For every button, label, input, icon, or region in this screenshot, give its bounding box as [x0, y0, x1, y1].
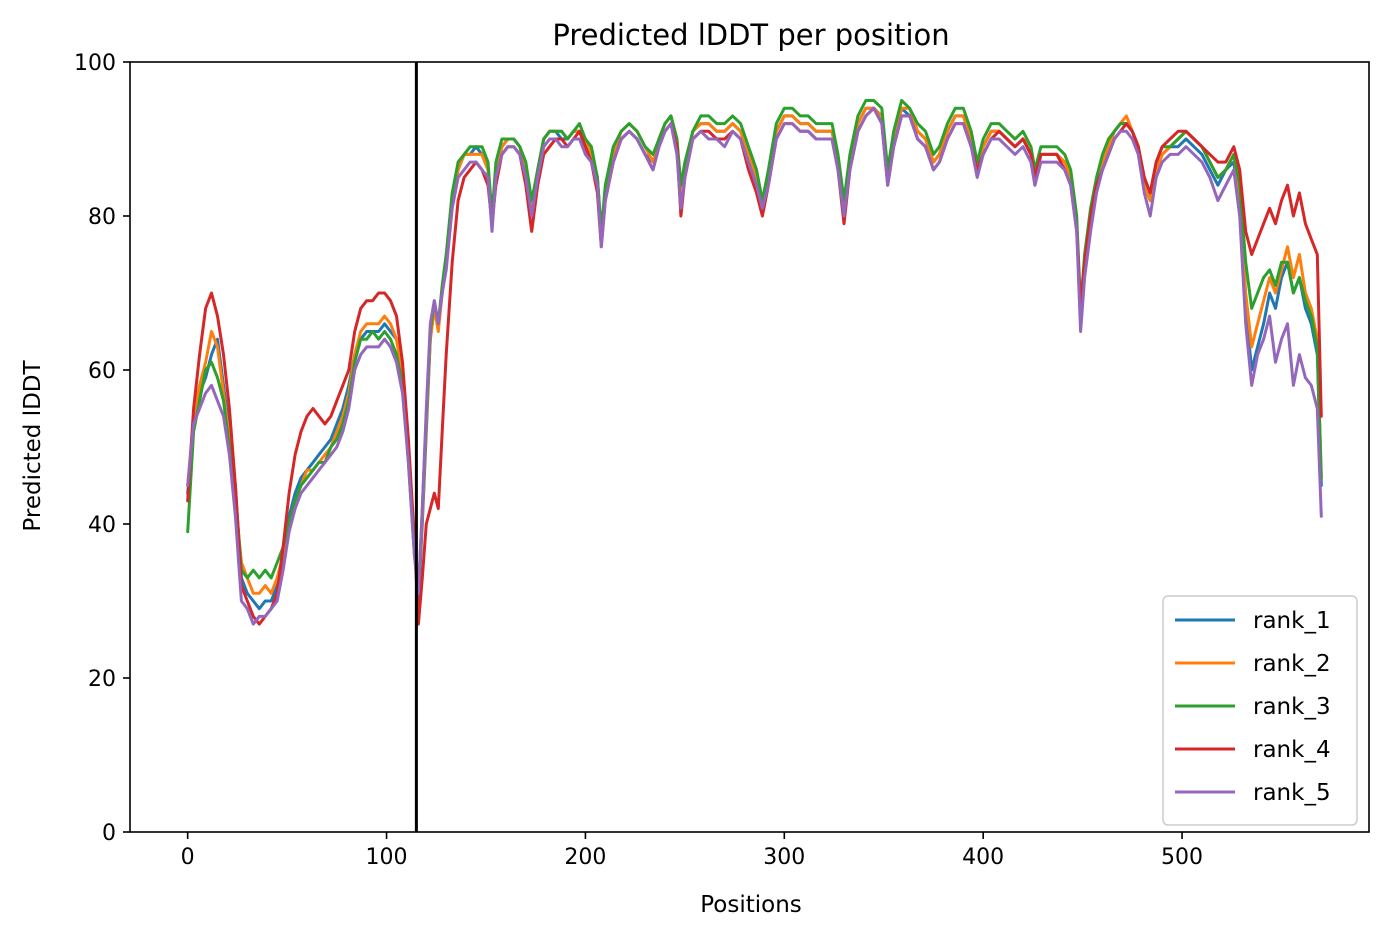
x-tick-label: 300 [763, 845, 805, 870]
y-tick-label: 80 [88, 205, 116, 230]
legend-label: rank_3 [1253, 694, 1331, 720]
x-tick-label: 0 [181, 845, 195, 870]
series-line-rank-5 [186, 106, 1323, 626]
plot-frame [129, 61, 1370, 833]
tick-layer: 0 100 200 300 400 500 0 20 40 60 80 100 [74, 51, 1203, 870]
y-tick-label: 20 [88, 667, 116, 692]
legend-label: rank_4 [1253, 737, 1331, 763]
x-axis-label: Positions [700, 892, 802, 918]
legend-box [1162, 595, 1358, 826]
y-tick-label: 40 [88, 513, 116, 538]
legend: rank_1 rank_2 rank_3 rank_4 rank_5 [1162, 595, 1358, 826]
y-tick-label: 60 [88, 359, 116, 384]
chart-title: Predicted lDDT per position [552, 18, 949, 52]
x-tick-label: 200 [564, 845, 606, 870]
y-tick-label: 100 [74, 51, 116, 76]
series-line-rank-4 [186, 106, 1323, 626]
x-tick-label: 400 [962, 845, 1004, 870]
series-layer [186, 99, 1323, 626]
y-axis-label: Predicted lDDT [20, 359, 46, 531]
x-tick-label: 500 [1161, 845, 1203, 870]
y-tick-label: 0 [102, 821, 116, 846]
x-tick-label: 100 [366, 845, 408, 870]
series-line-rank-2 [186, 106, 1323, 595]
legend-label: rank_1 [1253, 608, 1331, 634]
legend-label: rank_5 [1253, 780, 1331, 806]
legend-label: rank_2 [1253, 651, 1331, 677]
